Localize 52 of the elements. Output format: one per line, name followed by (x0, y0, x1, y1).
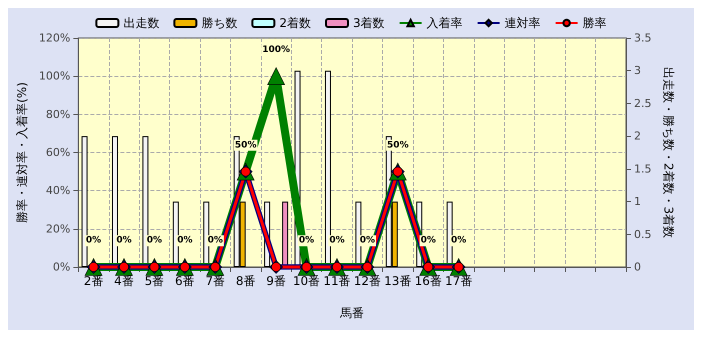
x-tick-label: 10番 (292, 274, 320, 288)
x-tick-label: 12番 (354, 274, 382, 288)
data-label: 50% (234, 140, 256, 150)
data-label: 0% (451, 236, 466, 246)
y-tick-label: 40% (46, 184, 70, 198)
data-label: 0% (86, 236, 102, 246)
data-label: 0% (420, 236, 436, 246)
x-tick-label: 4番 (114, 274, 134, 288)
y-axis-title: 勝率・連対率・入着率(%) (15, 82, 29, 223)
x-tick-label: 7番 (205, 274, 226, 288)
y2-tick-label: 1 (634, 195, 641, 208)
data-label: 0% (329, 236, 345, 246)
legend-label: 出走数 (123, 16, 160, 30)
y-tick-label: 0% (52, 260, 70, 274)
legend-label: 勝率 (582, 16, 607, 30)
x-tick-label: 11番 (323, 274, 351, 288)
y2-tick-label: 0.5 (634, 228, 652, 241)
legend-label: 2着数 (279, 16, 312, 30)
y2-axis-title: 出走数・勝ち数・2着数・3着数 (661, 66, 676, 238)
data-label: 0% (177, 236, 192, 246)
y2-tick-label: 1.5 (634, 162, 652, 176)
data-label: 0% (116, 236, 132, 246)
y-tick-label: 60% (46, 146, 70, 159)
x-tick-label: 17番 (445, 274, 472, 288)
y2-tick-label: 2.5 (634, 96, 652, 110)
data-label: 0% (208, 236, 223, 246)
y-tick-label: 120% (38, 32, 70, 44)
legend-label: 3着数 (353, 16, 385, 30)
y-tick-label: 80% (46, 108, 70, 121)
legend-label: 連対率 (504, 16, 541, 30)
data-label: 0% (298, 236, 314, 246)
data-label: 50% (387, 140, 409, 150)
data-label: 0% (360, 236, 376, 246)
legend-label: 入着率 (426, 16, 463, 30)
y2-tick-label: 3 (634, 64, 641, 78)
x-tick-label: 6番 (175, 274, 195, 288)
legend-label: 勝ち数 (201, 16, 238, 30)
data-label: 100% (262, 44, 290, 55)
x-axis-title: 馬番 (339, 306, 364, 320)
data-label: 0% (146, 236, 162, 246)
x-tick-label: 8番 (236, 274, 256, 288)
x-tick-label: 13番 (384, 274, 412, 288)
x-tick-label: 9番 (266, 274, 286, 288)
x-tick-label: 16番 (414, 274, 442, 288)
y2-tick-label: 2 (634, 130, 641, 143)
y-tick-label: 20% (46, 222, 70, 236)
y-tick-label: 100% (38, 70, 70, 83)
y2-tick-label: 0 (634, 260, 641, 274)
point (267, 67, 285, 85)
x-tick-label: 5番 (144, 274, 164, 288)
y2-tick-label: 3.5 (634, 32, 652, 44)
x-tick-label: 2番 (84, 274, 104, 288)
